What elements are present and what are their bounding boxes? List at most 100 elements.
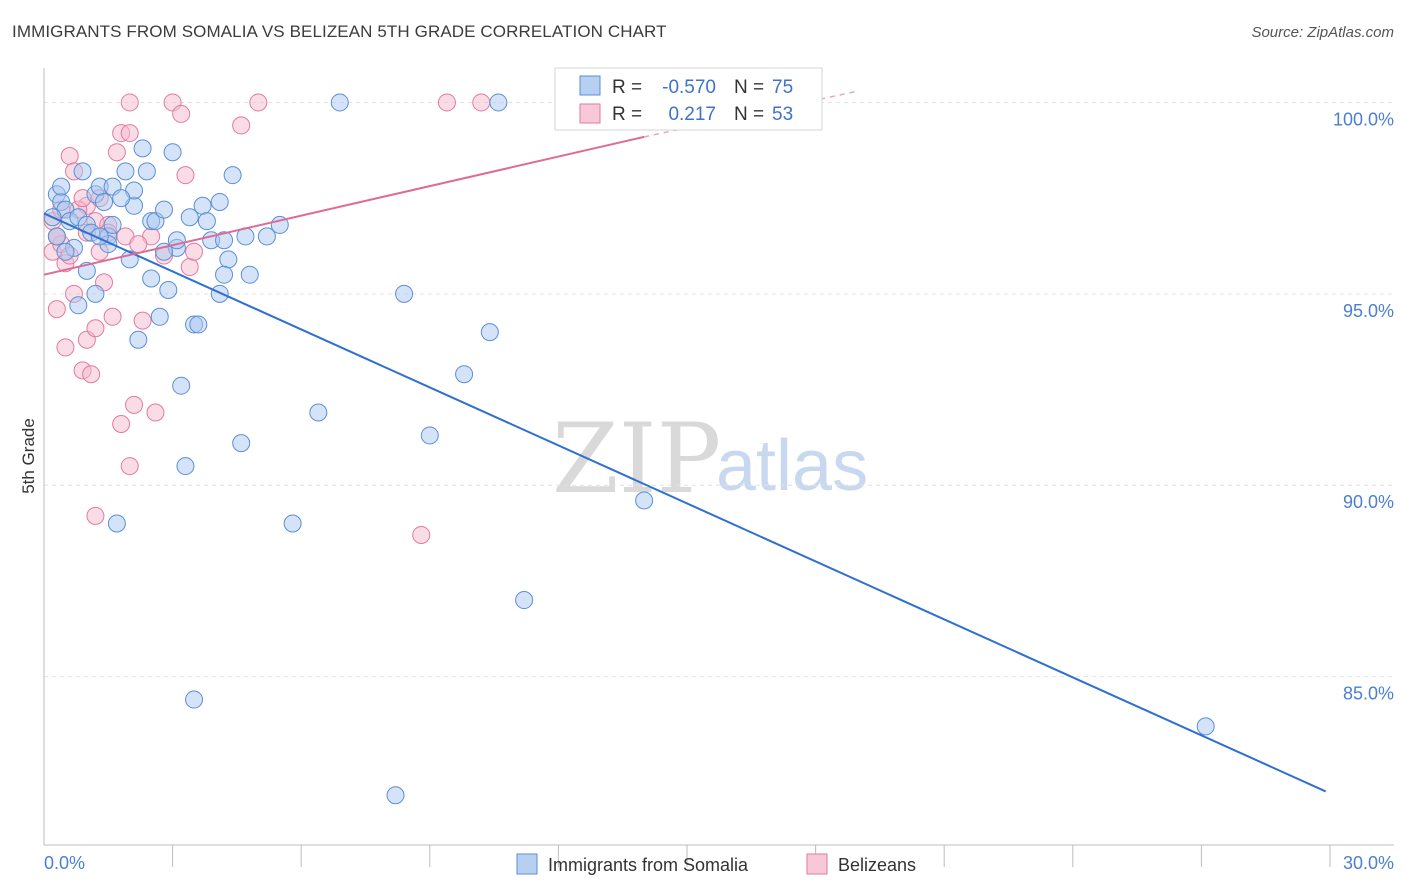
somalia-point-60 [635,491,654,510]
somalia-point-25 [155,200,174,219]
somalia-point-42 [172,376,191,395]
somalia-point-43 [210,284,229,303]
somalia-point-44 [215,265,234,284]
somalia-point-66 [86,284,105,303]
belizeans-point-44 [437,93,456,112]
belizeans-point-29 [120,457,139,476]
somalia-point-63 [56,242,75,261]
axes [43,68,1394,867]
belizeans-point-19 [60,147,79,166]
belizeans-points [43,93,585,544]
somalia-points [43,93,1215,805]
somalia-point-49 [232,434,251,453]
x-tick-label-min: 0.0% [44,853,85,873]
watermark-atlas: atlas [716,426,868,506]
legend-label-somalia: Immigrants from Somalia [548,855,749,875]
belizeans-point-39 [185,242,204,261]
belizeans-point-27 [103,307,122,326]
stats-n-value-somalia: 75 [772,77,793,98]
chart-title: IMMIGRANTS FROM SOMALIA VS BELIZEAN 5TH … [12,22,667,41]
somalia-point-62 [129,330,148,349]
legend: Immigrants from Somalia Belizeans [516,853,916,875]
belizeans-trend-line [43,135,645,276]
belizeans-point-11 [86,319,105,338]
stats-n-value-belizeans: 53 [772,104,793,125]
belizeans-trend-extension [643,90,859,138]
somalia-point-56 [455,365,474,384]
belizeans-point-37 [176,166,195,185]
somalia-point-23 [137,162,156,181]
somalia-point-37 [219,250,238,269]
stats-r-label-belizeans: R = [612,104,642,125]
belizeans-point-52 [129,235,148,254]
belizeans-point-23 [107,143,126,162]
somalia-point-68 [112,189,131,208]
belizeans-point-43 [412,525,431,544]
stats-swatch-somalia [579,75,601,96]
chart-source: Source: ZipAtlas.com [1251,24,1394,41]
somalia-point-31 [180,208,199,227]
somalia-point-41 [189,315,208,334]
belizeans-point-36 [172,104,191,123]
somalia-point-52 [309,403,328,422]
belizeans-point-31 [133,311,152,330]
stats-r-value-somalia: -0.570 [662,77,716,98]
somalia-point-72 [1196,717,1215,736]
somalia-point-4 [52,177,71,196]
somalia-trend-line [43,212,1327,793]
somalia-point-27 [159,281,178,299]
somalia-point-33 [197,212,216,231]
belizeans-point-8 [56,338,75,357]
stats-swatch-belizeans [579,103,601,124]
somalia-point-53 [330,93,349,112]
somalia-point-67 [103,215,122,234]
belizeans-point-28 [112,414,131,433]
stats-n-label-somalia: N = [734,77,764,98]
somalia-point-54 [395,284,414,303]
somalia-point-47 [257,227,276,246]
y-tick-label-0: 85.0% [1343,684,1394,704]
trend-lines [43,90,1327,793]
somalia-point-73 [142,269,161,288]
somalia-point-9 [73,162,92,181]
somalia-point-58 [489,93,508,112]
x-tick-label-max: 30.0% [1343,853,1394,873]
stats-r-value-belizeans: 0.217 [668,104,716,125]
legend-swatch-belizeans [806,853,828,875]
stats-box: R = -0.570 N = 75 R = 0.217 N = 53 [554,67,823,131]
somalia-point-71 [386,786,405,805]
belizeans-point-26 [120,124,139,143]
y-tick-label-3: 100.0% [1333,109,1394,129]
belizeans-point-47 [86,506,105,525]
y-tick-label-2: 95.0% [1343,301,1394,321]
belizeans-point-40 [120,93,139,112]
somalia-point-55 [420,426,439,445]
belizeans-point-7 [47,300,66,319]
stats-r-label-somalia: R = [612,77,642,98]
somalia-point-38 [223,166,242,185]
somalia-point-65 [69,296,88,315]
belizeans-point-42 [232,116,251,135]
somalia-point-59 [515,591,534,610]
somalia-point-50 [185,690,204,709]
somalia-point-2 [47,227,66,246]
somalia-point-26 [150,307,169,326]
grid-lines [44,101,1394,678]
legend-swatch-somalia [516,853,538,875]
y-tick-labels: 85.0% 90.0% 95.0% 100.0% [1333,109,1394,703]
belizeans-point-30 [125,395,144,414]
somalia-point-57 [480,323,499,342]
somalia-point-32 [193,196,212,215]
stats-n-label-belizeans: N = [734,104,764,125]
somalia-point-46 [240,265,259,284]
somalia-point-35 [210,192,229,211]
belizeans-point-32 [146,403,165,422]
somalia-point-17 [116,162,135,181]
somalia-point-39 [176,457,195,476]
somalia-point-14 [95,192,114,211]
belizeans-point-12 [82,365,101,384]
belizeans-point-41 [249,93,268,112]
somalia-point-22 [133,139,152,158]
y-tick-label-1: 90.0% [1343,492,1394,512]
